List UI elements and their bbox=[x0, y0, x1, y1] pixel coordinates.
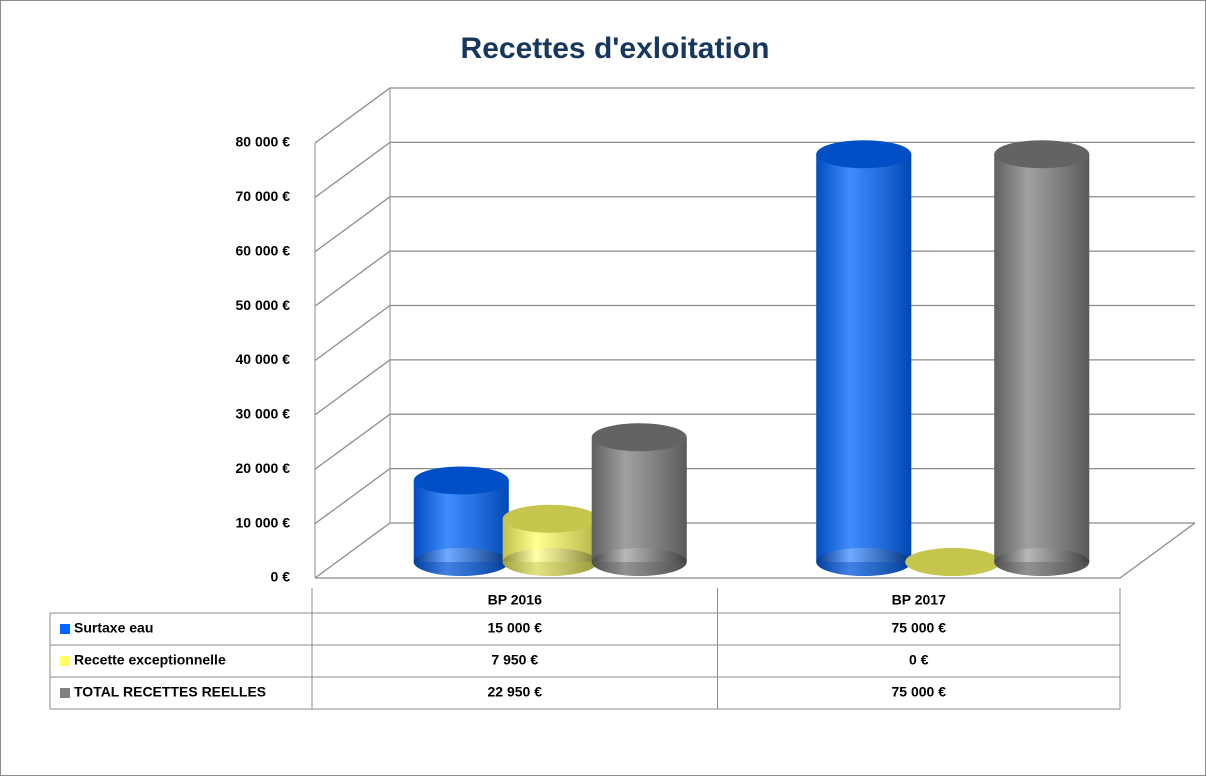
table-value: 15 000 € bbox=[488, 620, 543, 636]
cylinder-top bbox=[905, 548, 1001, 576]
cylinder-bottom-shade bbox=[816, 548, 912, 576]
legend-label: TOTAL RECETTES REELLES bbox=[74, 684, 266, 700]
grid-line bbox=[314, 87, 1195, 144]
grid-line bbox=[314, 304, 1195, 362]
grid-line bbox=[314, 522, 1195, 579]
cylinder-bottom-shade bbox=[591, 548, 687, 576]
y-tick-label: 80 000 € bbox=[236, 134, 291, 150]
cylinder-top bbox=[994, 140, 1090, 169]
y-tick-label: 20 000 € bbox=[236, 460, 291, 476]
y-tick-label: 70 000 € bbox=[236, 188, 291, 204]
y-tick-label: 30 000 € bbox=[236, 406, 291, 422]
y-tick-label: 10 000 € bbox=[236, 514, 291, 530]
grid-line bbox=[314, 196, 1195, 253]
chart-title: Recettes d'exloitation bbox=[461, 32, 770, 65]
cylinder-top bbox=[816, 140, 912, 169]
table-value: 75 000 € bbox=[892, 620, 947, 636]
grid-line bbox=[314, 467, 1195, 525]
table-value: 75 000 € bbox=[892, 684, 947, 700]
cylinder-shade bbox=[591, 437, 687, 562]
cylinder-top bbox=[502, 504, 598, 533]
grid-line bbox=[314, 359, 1195, 416]
legend-key bbox=[60, 656, 70, 666]
cylinder-bottom-shade bbox=[994, 548, 1090, 576]
legend-label: Surtaxe eau bbox=[74, 620, 153, 636]
legend-key bbox=[60, 688, 70, 698]
cylinder-top bbox=[591, 423, 687, 452]
legend-label: Recette exceptionnelle bbox=[74, 652, 226, 668]
legend-key bbox=[60, 624, 70, 634]
floor bbox=[315, 522, 1196, 579]
table-value: 7 950 € bbox=[491, 652, 538, 668]
y-tick-label: 50 000 € bbox=[236, 297, 291, 313]
y-tick-label: 0 € bbox=[271, 569, 291, 585]
table-value: 22 950 € bbox=[488, 684, 543, 700]
grid-line bbox=[314, 141, 1195, 198]
x-tick-label: BP 2016 bbox=[488, 592, 542, 608]
y-tick-label: 40 000 € bbox=[236, 351, 291, 367]
grid-line bbox=[314, 413, 1195, 470]
grid-line bbox=[314, 250, 1195, 307]
x-tick-label: BP 2017 bbox=[892, 592, 946, 608]
cylinder-bottom-shade bbox=[413, 548, 509, 576]
cylinder-top bbox=[413, 466, 509, 495]
cylinder-shade bbox=[994, 154, 1090, 562]
cylinder-bottom-shade bbox=[502, 548, 598, 576]
y-tick-label: 60 000 € bbox=[236, 242, 291, 258]
table-value: 0 € bbox=[909, 652, 929, 668]
cylinder-shade bbox=[816, 154, 912, 562]
